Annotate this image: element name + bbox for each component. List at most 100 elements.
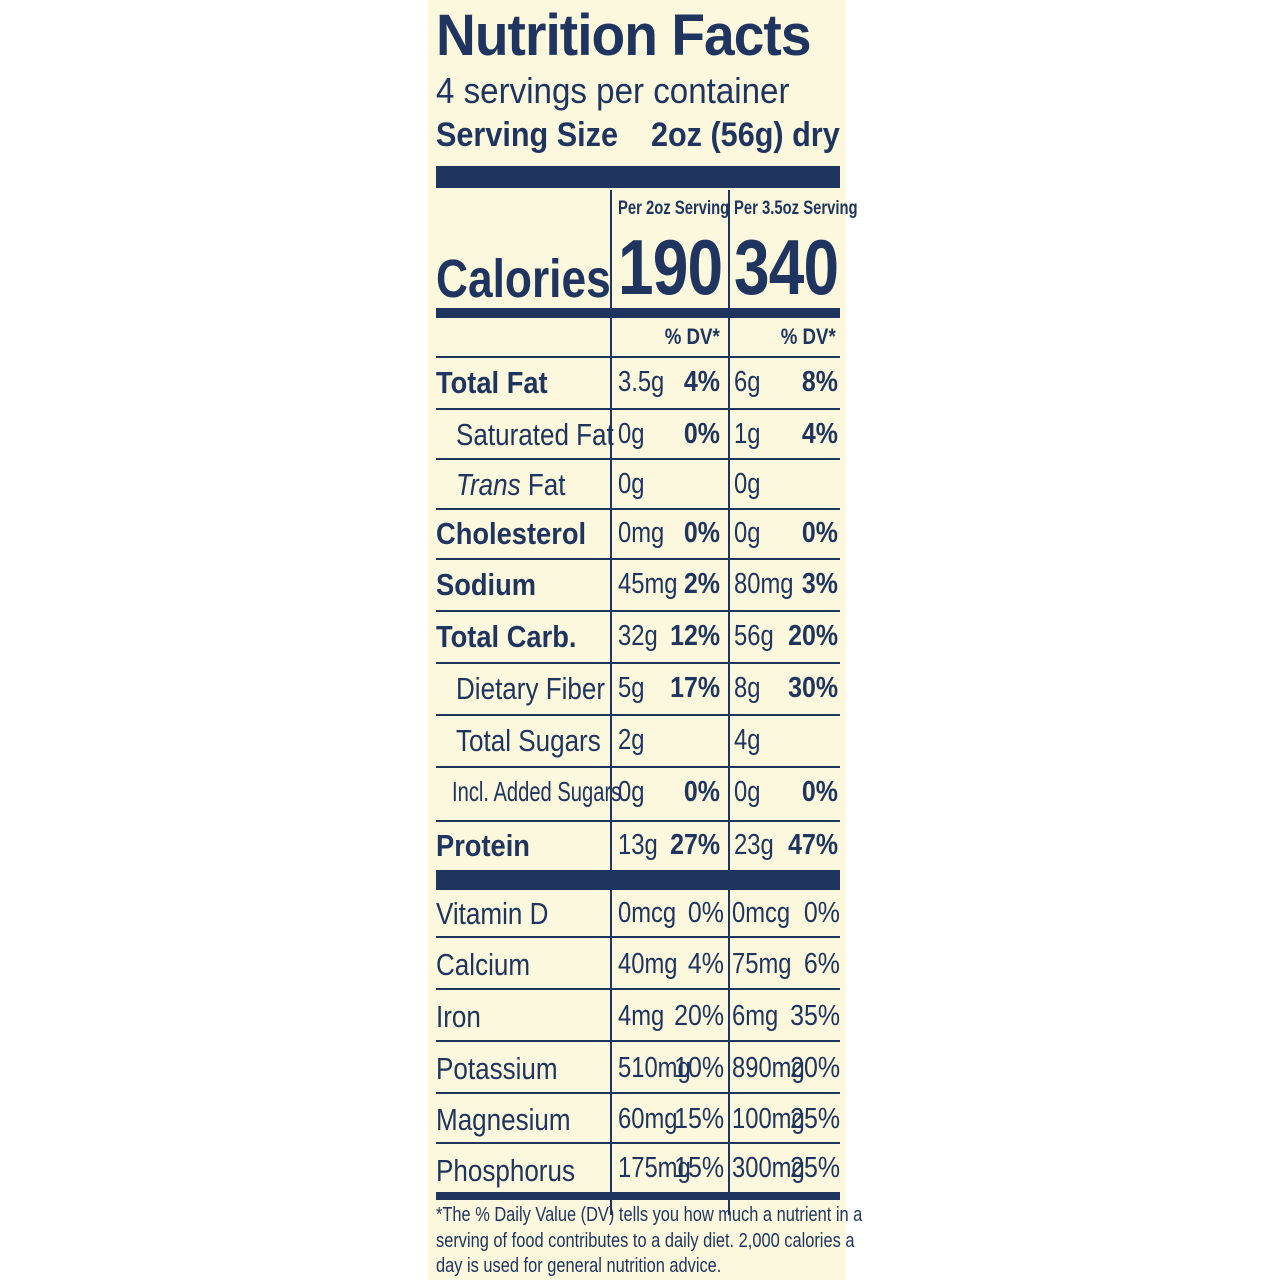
nutrient-name-italic: Trans xyxy=(456,467,521,502)
nutrient-dv-col-2: 0% xyxy=(801,517,838,549)
vitamin-amount-col-1: 510mg xyxy=(618,1052,691,1084)
vitamin-amount-col-2: 0mcg xyxy=(732,897,791,929)
vitamin-amount-col-2: 6mg xyxy=(732,1000,779,1032)
thick-divider-vitamins xyxy=(436,870,840,890)
nutrient-amount-col-1: 0g xyxy=(618,468,645,500)
vitamin-amount-col-1: 40mg xyxy=(618,948,678,980)
vitamin-dv-col-1: 10% xyxy=(674,1052,724,1084)
row-divider xyxy=(436,1092,840,1094)
serving-size-value: 2oz (56g) dry xyxy=(651,116,840,154)
vitamin-amount-col-1: 60mg xyxy=(618,1103,678,1135)
nutrient-dv-col-2: 3% xyxy=(801,568,838,600)
nutrient-amount-col-1: 32g xyxy=(618,620,658,652)
row-divider xyxy=(436,766,840,768)
vitamin-amount-col-1: 4mg xyxy=(618,1000,665,1032)
nutrient-name: Protein xyxy=(436,828,530,863)
row-divider xyxy=(436,508,840,510)
vitamin-dv-col-2: 0% xyxy=(803,897,840,929)
nutrient-name: Total Carb. xyxy=(436,619,577,654)
nutrient-amount-col-1: 13g xyxy=(618,829,658,861)
nutrient-amount-col-2: 8g xyxy=(734,672,761,704)
nutrient-amount-col-2: 0g xyxy=(734,517,761,549)
nutrient-amount-col-2: 4g xyxy=(734,724,761,756)
vitamin-name: Iron xyxy=(436,999,481,1034)
vitamin-amount-col-1: 0mcg xyxy=(618,897,677,929)
dv-header-col-2: % DV* xyxy=(780,324,836,349)
nutrient-dv-col-1: 27% xyxy=(670,829,720,861)
nutrient-dv-col-2: 47% xyxy=(788,829,838,861)
vitamin-dv-col-1: 20% xyxy=(674,1000,724,1032)
nutrient-dv-col-1: 17% xyxy=(670,672,720,704)
calories-per-2oz: 190 xyxy=(618,223,723,311)
column-1-header: Per 2oz Serving xyxy=(618,198,730,219)
vitamin-dv-col-1: 15% xyxy=(674,1152,724,1184)
footnote-line-3: day is used for general nutrition advice… xyxy=(436,1255,722,1277)
vitamin-dv-col-2: 25% xyxy=(790,1103,840,1135)
nutrient-amount-col-2: 80mg xyxy=(734,568,794,600)
nutrient-amount-col-2: 1g xyxy=(734,418,761,450)
vitamin-name: Calcium xyxy=(436,947,531,982)
footnote-line-2: serving of food contributes to a daily d… xyxy=(436,1230,855,1252)
row-divider xyxy=(436,820,840,822)
nutrient-name: Incl. Added Sugars xyxy=(452,776,622,807)
vitamin-dv-col-1: 15% xyxy=(674,1103,724,1135)
nutrient-amount-col-1: 5g xyxy=(618,672,645,704)
nutrient-name: Trans Fat xyxy=(456,467,566,503)
nutrient-dv-col-2: 4% xyxy=(801,418,838,450)
vitamin-name: Magnesium xyxy=(436,1102,571,1137)
nutrient-dv-col-1: 0% xyxy=(683,418,720,450)
nutrient-amount-col-1: 45mg xyxy=(618,568,678,600)
dv-header-col-1: % DV* xyxy=(664,324,720,349)
nutrient-dv-col-2: 8% xyxy=(801,366,838,398)
serving-size-label: Serving Size xyxy=(436,116,618,154)
nutrient-dv-col-2: 0% xyxy=(801,776,838,808)
nutrient-name: Dietary Fiber xyxy=(456,671,606,706)
row-divider xyxy=(436,356,840,358)
vitamin-amount-col-2: 300mg xyxy=(732,1152,805,1184)
calories-divider xyxy=(436,308,840,318)
vitamin-amount-col-2: 890mg xyxy=(732,1052,805,1084)
calories-label: Calories xyxy=(436,249,611,309)
nutrient-dv-col-2: 20% xyxy=(788,620,838,652)
nutrient-amount-col-1: 3.5g xyxy=(618,366,665,398)
servings-per-container: 4 servings per container xyxy=(436,70,790,111)
vitamin-name: Vitamin D xyxy=(436,896,549,931)
nutrient-amount-col-1: 0mg xyxy=(618,517,665,549)
row-divider xyxy=(436,988,840,990)
row-divider xyxy=(436,1040,840,1042)
nutrient-amount-col-1: 0g xyxy=(618,776,645,808)
vitamin-amount-col-1: 175mg xyxy=(618,1152,691,1184)
nutrient-name: Total Sugars xyxy=(456,723,601,758)
vitamin-dv-col-1: 4% xyxy=(687,948,724,980)
vitamin-name: Potassium xyxy=(436,1051,558,1086)
column-2-header: Per 3.5oz Serving xyxy=(734,198,858,219)
nutrient-amount-col-2: 0g xyxy=(734,776,761,808)
row-divider xyxy=(436,662,840,664)
nutrient-amount-col-1: 0g xyxy=(618,418,645,450)
nutrient-amount-col-1: 2g xyxy=(618,724,645,756)
vitamin-dv-col-2: 20% xyxy=(790,1052,840,1084)
vitamin-dv-col-2: 35% xyxy=(790,1000,840,1032)
footnote-divider xyxy=(436,1192,840,1200)
nutrient-name: Saturated Fat xyxy=(456,417,614,452)
thick-divider-top xyxy=(436,166,840,188)
row-divider xyxy=(436,408,840,410)
vitamin-amount-col-2: 75mg xyxy=(732,948,792,980)
nutrient-amount-col-2: 0g xyxy=(734,468,761,500)
nutrient-dv-col-1: 12% xyxy=(670,620,720,652)
calories-per-3-5oz: 340 xyxy=(734,223,839,311)
vitamin-dv-col-1: 0% xyxy=(687,897,724,929)
nutrient-name-rest: Fat xyxy=(520,467,566,502)
row-divider xyxy=(436,458,840,460)
row-divider xyxy=(436,936,840,938)
row-divider xyxy=(436,714,840,716)
column-divider-1 xyxy=(610,190,612,1215)
nutrient-dv-col-1: 4% xyxy=(683,366,720,398)
nutrition-facts-label: Nutrition Facts 4 servings per container… xyxy=(428,0,862,1280)
nutrient-name: Total Fat xyxy=(436,365,548,400)
row-divider xyxy=(436,1142,840,1144)
vitamin-name: Phosphorus xyxy=(436,1153,575,1188)
footnote-line-1: *The % Daily Value (DV) tells you how mu… xyxy=(436,1204,863,1226)
label-title: Nutrition Facts xyxy=(436,3,811,68)
nutrient-dv-col-1: 0% xyxy=(683,517,720,549)
